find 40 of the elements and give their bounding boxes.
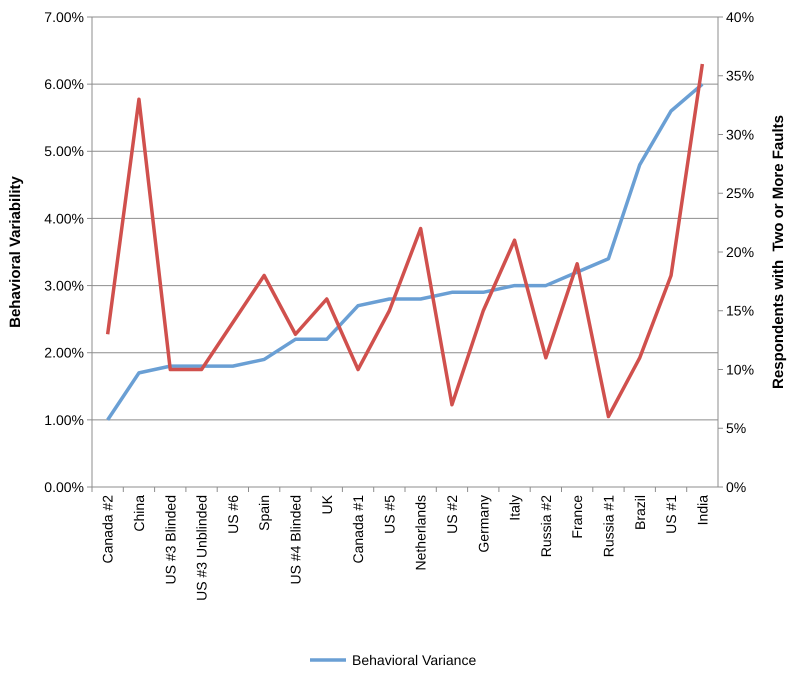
- y2-tick-label: 0%: [726, 478, 746, 495]
- x-tick-label: India: [694, 494, 710, 526]
- x-tick-label: Canada #2: [100, 494, 116, 564]
- x-tick-label: France: [569, 494, 586, 539]
- y2-tick-label: 5%: [726, 420, 746, 436]
- legend-label: Behavioral Variance: [352, 652, 476, 668]
- y-tick-label: 5.00%: [44, 143, 84, 160]
- y-tick-label: 1.00%: [44, 412, 84, 428]
- y2-tick-label: 25%: [726, 185, 754, 202]
- x-tick-label: US #3 Unblinded: [194, 495, 210, 601]
- x-tick-label: US #2: [444, 494, 460, 534]
- y-tick-label: 2.00%: [44, 344, 84, 361]
- y2-tick-label: 20%: [726, 244, 754, 260]
- x-tick-label: US #5: [381, 494, 398, 534]
- y-axis-title: Behavioral Variability: [7, 175, 24, 328]
- y2-tick-label: 35%: [726, 68, 754, 84]
- x-tick-label: Netherlands: [412, 495, 429, 570]
- x-tick-label: Italy: [506, 495, 523, 521]
- x-tick-label: US #1: [663, 494, 680, 534]
- y2-tick-label: 10%: [726, 361, 754, 378]
- y2-tick-label: 15%: [726, 302, 754, 319]
- x-tick-label: Brazil: [632, 495, 648, 530]
- x-tick-label: China: [130, 494, 147, 532]
- x-tick-label: Germany: [475, 495, 492, 553]
- x-tick-label: US #4 Blinded: [287, 495, 304, 585]
- y-tick-label: 4.00%: [44, 210, 84, 226]
- y2-tick-label: 30%: [726, 126, 754, 142]
- y-tick-label: 6.00%: [44, 76, 84, 92]
- x-tick-label: US #3 Blinded: [162, 495, 178, 585]
- y-tick-label: 7.00%: [44, 8, 84, 25]
- x-tick-label: Spain: [256, 495, 272, 531]
- y2-axis-title: Respondents with Two or More Faults: [770, 115, 787, 389]
- x-tick-label: Canada #1: [350, 494, 366, 564]
- x-tick-label: US #6: [224, 494, 241, 534]
- y-tick-label: 0.00%: [44, 478, 84, 495]
- y-tick-label: 3.00%: [44, 277, 84, 294]
- y2-tick-label: 40%: [726, 8, 754, 25]
- x-tick-label: Russia #1: [600, 494, 616, 558]
- x-tick-label: UK: [318, 494, 335, 514]
- x-tick-label: Russia #2: [538, 494, 554, 558]
